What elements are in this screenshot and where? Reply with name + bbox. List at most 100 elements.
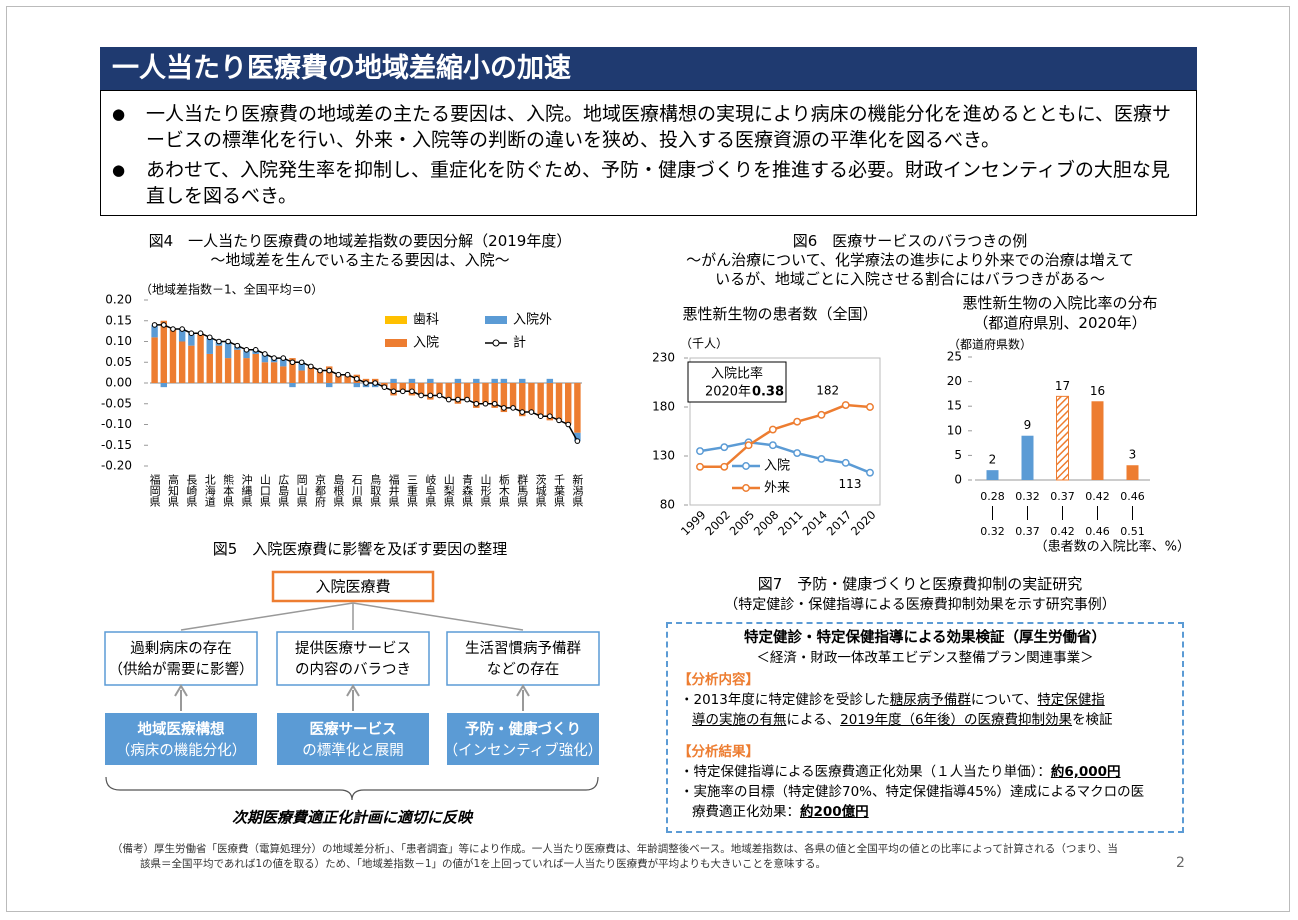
bar xyxy=(482,383,489,404)
marker xyxy=(262,351,268,357)
bottom-box xyxy=(105,713,257,765)
bar xyxy=(206,337,213,354)
x-tick-label: 1999 xyxy=(678,508,709,539)
marker xyxy=(841,458,850,467)
x-tick-label: 0.28 xyxy=(980,490,1005,503)
bar xyxy=(169,329,177,383)
x-tick-label: 2008 xyxy=(751,508,782,539)
x-tick-label: 福井県 xyxy=(387,473,400,508)
mid-label: の内容のバラつき xyxy=(295,661,411,678)
fig7-subtitle: （特定健診・保健指導による医療費抑制効果を示す研究事例） xyxy=(724,597,1116,613)
section-line: ・特定保健指導による医療費適正化効果（１人当たり単価）：約6,000円 xyxy=(678,762,1172,782)
data-label: 9 xyxy=(1024,418,1032,432)
bar xyxy=(1126,465,1139,480)
conclusion: 次期医療費適正化計画に適切に反映 xyxy=(232,809,474,827)
text: 2019年度（6年後）の医療費抑制効果 xyxy=(840,712,1073,728)
legend-label: 外来 xyxy=(764,481,790,496)
bar xyxy=(473,383,480,408)
bar xyxy=(574,383,581,433)
x-tick-label: 2005 xyxy=(727,508,758,539)
bar xyxy=(298,362,305,371)
bar xyxy=(270,362,278,383)
marker xyxy=(225,338,231,345)
bar xyxy=(197,333,204,383)
x-tick-label: 岡山県 xyxy=(295,474,308,508)
marker xyxy=(696,447,704,456)
arrow-head xyxy=(516,684,530,697)
marker xyxy=(768,441,777,450)
x-tick-label: 2002 xyxy=(702,508,733,539)
fig6-subtitle: ～がん治療について、化学療法の進歩により外来での治療は増えて xyxy=(686,251,1134,269)
x-tick-label: 沖縄県 xyxy=(240,474,253,508)
bar xyxy=(206,353,213,383)
marker xyxy=(298,359,305,366)
mid-box xyxy=(446,631,600,686)
bar xyxy=(574,432,581,442)
marker xyxy=(464,396,470,403)
marker xyxy=(482,400,489,407)
section-line: 療費適正化効果：約200億円 xyxy=(678,802,1172,822)
marker xyxy=(372,380,378,386)
bar xyxy=(353,383,361,388)
bar xyxy=(491,383,498,408)
bar xyxy=(528,383,535,413)
bullet: あわせて、入院発生率を抑制し、重症化を防ぐため、予防・健康づくりを推進する必要。… xyxy=(112,157,1184,209)
x-tick-label: 2017 xyxy=(824,508,855,539)
bar xyxy=(445,383,452,400)
bar xyxy=(555,383,563,421)
marker xyxy=(197,330,204,337)
arrow xyxy=(180,602,354,631)
line xyxy=(699,441,871,474)
x-tick-label: 0.46 xyxy=(1085,525,1110,538)
mid-label: 提供医療サービス xyxy=(295,640,411,657)
fig4-subtitle: ～地域差を生んでいる主たる要因は、入院～ xyxy=(210,251,510,269)
annotation-box xyxy=(687,361,787,403)
bottom-label: （インセンティブ強化） xyxy=(444,741,603,759)
marker xyxy=(528,409,535,415)
marker xyxy=(427,392,434,399)
marker xyxy=(793,417,802,426)
marker xyxy=(317,367,323,374)
marker xyxy=(271,355,277,361)
legend-swatch xyxy=(385,316,407,324)
text: 特定保健指 xyxy=(1037,692,1105,708)
fig7-title: 図7 予防・健康づくりと医療費抑制の実証研究 xyxy=(757,575,1083,593)
data-label: 17 xyxy=(1055,379,1070,393)
bar xyxy=(151,337,158,383)
x-tick-label: 鳥取県 xyxy=(369,473,382,508)
bar xyxy=(454,383,462,404)
data-label: 3 xyxy=(1129,448,1137,462)
bar xyxy=(261,362,269,383)
y-tick-label: 0.15 xyxy=(105,313,132,327)
legend-label: 歯科 xyxy=(413,313,439,328)
x-tick-label: 栃木県 xyxy=(497,473,510,508)
legend-swatch xyxy=(385,339,407,347)
arrow-head xyxy=(346,684,360,697)
fig7-heading: 特定健診・特定保健指導による効果検証（厚生労働省） xyxy=(743,630,1107,646)
text: ・特定保健指導による医療費適正化効果（１人当たり単価）： xyxy=(680,764,1051,780)
bar xyxy=(537,383,544,417)
text: ・2013年度に特定健診を受診した xyxy=(680,692,890,708)
bar xyxy=(243,349,250,359)
marker xyxy=(720,443,729,452)
bar xyxy=(326,366,333,383)
marker xyxy=(720,462,729,471)
annotation: 0.38 xyxy=(752,385,784,400)
y-axis-label: （都道府県数） xyxy=(948,337,1032,352)
y-tick-label: 80 xyxy=(660,498,675,512)
bar xyxy=(160,383,168,388)
marker xyxy=(519,409,526,415)
bar xyxy=(307,366,315,383)
section-line: ・実施率の目標（特定健診70%、特定保健指導45%）達成によるマクロの医 xyxy=(678,782,1172,802)
text: 療費適正化効果： xyxy=(692,804,800,820)
fig6-subtitle: いるが、地域ごとに入院させる割合にはバラつきがある～ xyxy=(715,270,1105,288)
legend-label: 入院外 xyxy=(513,313,552,328)
footnote: （備考）厚生労働省「医療費（電算処理分）の地域差分析」、「患者調査」等により作成… xyxy=(112,842,1182,872)
bar xyxy=(1091,401,1104,480)
mid-box xyxy=(276,631,430,686)
bar xyxy=(1056,395,1069,481)
legend-marker xyxy=(742,484,750,492)
y-tick-label: 0.00 xyxy=(105,376,132,390)
x-tick-label: 2020 xyxy=(848,508,879,539)
